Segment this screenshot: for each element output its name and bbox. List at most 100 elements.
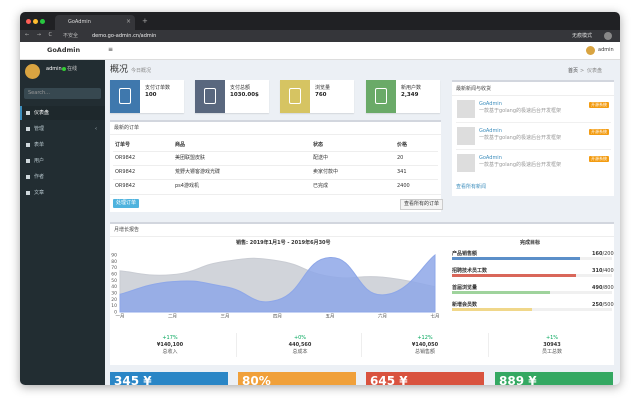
menu-icon <box>26 159 30 163</box>
menu-label: 文章 <box>34 190 45 196</box>
summary-value: 345 ¥ <box>114 374 152 385</box>
chart-title: 月增长报告 <box>114 227 140 233</box>
news-thumbnail <box>457 154 475 172</box>
user-name: admin <box>46 66 62 72</box>
info-glyph <box>375 88 387 104</box>
divider <box>456 149 611 150</box>
summary-value: 80% <box>242 374 271 385</box>
news-item-title[interactable]: GoAdmin <box>479 128 502 134</box>
info-label: 新用户数 <box>401 85 422 91</box>
cell: 卖家付款中 <box>313 169 339 175</box>
logo[interactable]: GoAdmin <box>47 46 81 54</box>
summary-box <box>366 372 484 385</box>
divider <box>452 95 614 96</box>
menu-label: 作者 <box>34 174 45 180</box>
menu-item[interactable] <box>20 106 105 120</box>
window-button[interactable] <box>33 19 38 24</box>
window-button[interactable] <box>26 19 31 24</box>
cell: OR9842 <box>115 155 136 161</box>
browser-window: GoAdmin × + ← → C 不安全 demo.go-admin.cn/admin 无… <box>20 12 620 385</box>
address-bar <box>20 30 620 42</box>
goal-sep: / <box>602 268 605 274</box>
orders-title: 最新的订单 <box>114 125 140 131</box>
column-header: 状态 <box>313 142 324 148</box>
goal-value: 250/500 <box>592 302 614 308</box>
news-thumbnail <box>457 127 475 145</box>
info-glyph <box>204 88 216 104</box>
stat-value: ¥140,050 <box>411 342 439 348</box>
info-icon <box>110 80 140 113</box>
news-item-title[interactable]: GoAdmin <box>479 101 502 107</box>
news-thumbnail <box>457 100 475 118</box>
menu-icon <box>26 191 30 195</box>
menu-item[interactable] <box>20 138 105 152</box>
stat-value: 440,560 <box>288 342 312 348</box>
cell: 20 <box>397 155 404 161</box>
goal-done: 160 <box>592 251 603 257</box>
news-item-title[interactable]: GoAdmin <box>479 155 502 161</box>
summary-box <box>238 372 356 385</box>
row-divider <box>113 151 438 152</box>
news-item-desc: 一款基于golang的极速后台开发框架 <box>479 162 562 168</box>
info-glyph <box>119 88 131 104</box>
menu-item[interactable] <box>20 170 105 184</box>
divider <box>110 236 614 237</box>
chart-subtitle: 销售: 2019年1月1号 - 2019年6月30号 <box>236 240 331 246</box>
menu-item[interactable] <box>20 186 105 200</box>
goal-total: 400 <box>604 268 614 274</box>
page-subtitle: 今日概况 <box>131 68 152 74</box>
process-button[interactable]: 处理订单 <box>113 199 140 208</box>
goal-bar <box>452 291 550 294</box>
app-header <box>20 42 620 60</box>
cell: 配送中 <box>313 155 329 161</box>
menu-item[interactable] <box>20 122 105 136</box>
cell: 已完成 <box>313 183 329 189</box>
news-badge: 开源系统 <box>589 156 609 162</box>
news-view-all[interactable]: 查看所有新闻 <box>456 184 487 190</box>
goals-title: 完成目标 <box>520 240 541 246</box>
summary-box <box>110 372 228 385</box>
window-button[interactable] <box>40 19 45 24</box>
stat-label: 总销售额 <box>414 349 435 355</box>
user-status: 在线 <box>67 66 78 72</box>
url[interactable]: demo.go-admin.cn/admin <box>92 33 157 39</box>
header-user[interactable]: admin <box>598 47 614 53</box>
orders-panel <box>110 120 441 212</box>
avatar-small <box>604 32 612 40</box>
menu-item[interactable] <box>20 154 105 168</box>
cell: 2400 <box>397 183 410 189</box>
column-header: 商品 <box>175 142 186 148</box>
tab[interactable] <box>55 15 135 30</box>
view-all-button[interactable]: 查看所有的订单 <box>400 199 444 210</box>
stat-divider <box>236 333 237 357</box>
breadcrumb-sep: > <box>580 68 585 74</box>
menu-label: 仪表盘 <box>34 110 50 116</box>
news-item-desc: 一款基于golang的极速后台开发框架 <box>479 108 562 114</box>
stat-divider <box>361 333 362 357</box>
new-tab[interactable]: + <box>142 17 148 25</box>
goal-sep: / <box>602 302 605 308</box>
tab-close[interactable]: × <box>126 18 132 25</box>
search-box[interactable] <box>24 88 101 99</box>
goal-value: 310/400 <box>592 268 614 274</box>
info-icon <box>195 80 225 113</box>
stat-change: +1% <box>545 335 559 341</box>
menu-toggle[interactable]: ≡ <box>108 46 114 53</box>
page-title: 概况 <box>110 65 129 75</box>
stat-label: 总成本 <box>292 349 308 355</box>
goal-sep: / <box>602 285 605 291</box>
header-avatar <box>586 46 595 55</box>
summary-box <box>495 372 613 385</box>
menu-icon <box>26 127 30 131</box>
menu-icon <box>26 111 30 115</box>
stat-value: ¥140,100 <box>156 342 184 348</box>
tab-bar <box>20 12 620 30</box>
nav-buttons[interactable]: ← → C <box>25 32 56 38</box>
goal-bar <box>452 257 580 260</box>
incognito: 无痕模式 <box>572 33 593 39</box>
breadcrumb-home[interactable]: 首页 <box>568 68 579 74</box>
cell: 341 <box>397 169 407 175</box>
menu-label: 表单 <box>34 142 45 148</box>
stat-value: 30943 <box>543 342 561 348</box>
info-value: 760 <box>315 92 327 98</box>
